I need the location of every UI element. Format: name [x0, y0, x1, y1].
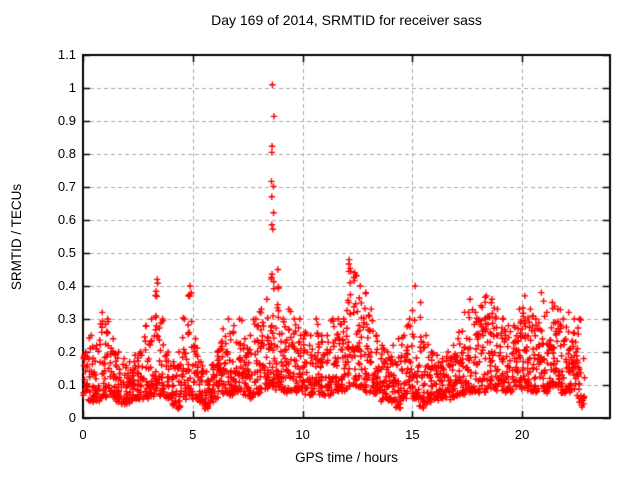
y-axis-label: SRMTID / TECUs — [9, 183, 24, 291]
x-axis-label: GPS time / hours — [295, 450, 398, 465]
chart-title: Day 169 of 2014, SRMTID for receiver sas… — [211, 12, 482, 28]
